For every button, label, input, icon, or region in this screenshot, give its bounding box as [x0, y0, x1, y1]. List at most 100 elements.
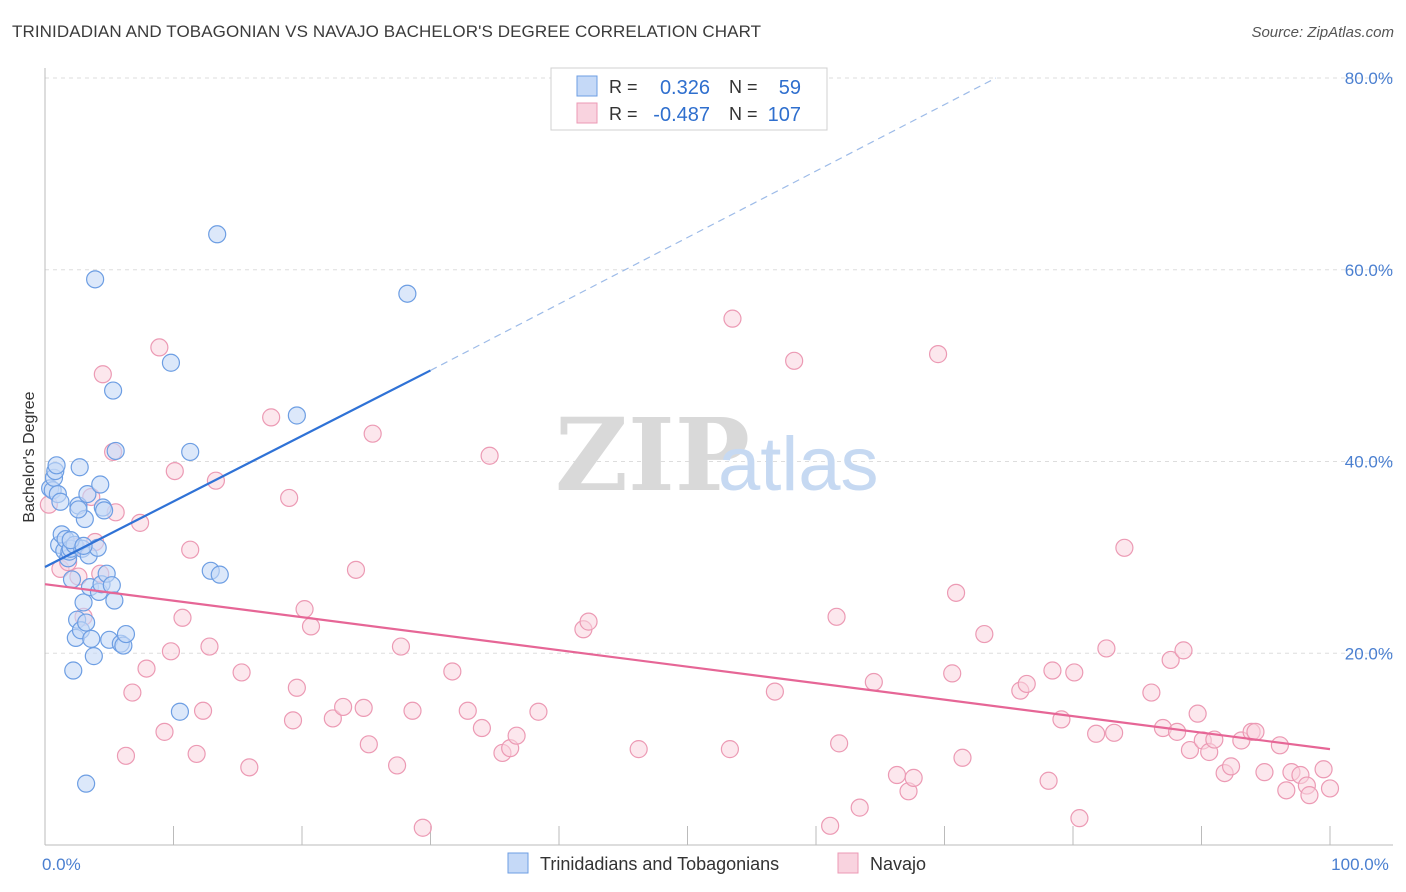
trinidadian-point: [62, 570, 82, 589]
navajo-point: [765, 682, 784, 701]
navajo-point: [507, 726, 526, 745]
navajo-point: [413, 818, 432, 837]
trinidadian-point: [181, 442, 200, 462]
navajo-point: [1314, 760, 1333, 779]
trinidadian-point: [91, 475, 110, 494]
x-tick-label: 100.0%: [1331, 855, 1389, 874]
navajo-point: [827, 607, 846, 626]
trinidadian-point: [116, 624, 136, 644]
navajo-point: [359, 735, 378, 754]
navajo-point: [130, 513, 150, 532]
trinidadian-point: [77, 613, 96, 632]
navajo-point: [1087, 724, 1106, 743]
navajo-point: [200, 637, 219, 656]
navajo-point: [295, 600, 314, 619]
navajo-point: [975, 624, 994, 644]
bottom-legend-swatch-blue: [507, 852, 529, 874]
navajo-point: [1221, 757, 1241, 776]
bottom-legend-label-pink: Navajo: [870, 854, 926, 874]
navajo-point: [232, 663, 251, 682]
trinidadian-trend-line: [44, 369, 431, 568]
navajo-point: [946, 583, 966, 602]
navajo-point: [785, 351, 804, 370]
navajo-point: [181, 540, 200, 559]
legend-swatch-blue: [576, 75, 598, 97]
navajo-point: [93, 365, 112, 384]
series-legend: Trinidadians and Tobagonians Navajo: [507, 852, 926, 874]
navajo-point: [1300, 786, 1319, 805]
navajo-point: [354, 698, 373, 717]
navajo-point: [165, 461, 184, 481]
trinidadian-point: [287, 406, 306, 425]
navajo-point: [1277, 781, 1296, 800]
watermark-atlas: atlas: [718, 422, 879, 507]
navajo-point: [346, 560, 366, 579]
trinidadian-point: [95, 501, 114, 520]
navajo-point: [123, 683, 142, 702]
trinidadian-point: [74, 536, 93, 555]
navajo-trend-line: [44, 583, 1331, 751]
trinidadian-trend-extension: [430, 77, 997, 371]
legend-n-value-2: 107: [768, 104, 801, 126]
trinidadian-point: [84, 647, 103, 666]
trinidadian-point: [77, 774, 96, 793]
navajo-point: [193, 701, 213, 720]
navajo-point: [155, 722, 174, 741]
navajo-point: [629, 740, 648, 759]
trinidadian-points: [41, 225, 417, 793]
navajo-point: [1161, 650, 1180, 670]
navajo-point: [1270, 736, 1289, 755]
navajo-point: [391, 637, 411, 656]
y-tick-label: 60.0%: [1345, 261, 1393, 280]
navajo-point: [943, 664, 962, 683]
grid-lines: [45, 77, 1393, 654]
trinidadian-point: [51, 492, 70, 511]
trinidadian-point: [47, 456, 66, 475]
navajo-point: [1097, 639, 1116, 658]
navajo-point: [403, 701, 422, 720]
legend-r-value-2: -0.487: [653, 104, 710, 126]
navajo-point: [1142, 683, 1161, 702]
navajo-point: [480, 446, 499, 465]
trinidadian-point: [86, 270, 105, 289]
navajo-point: [1255, 763, 1274, 782]
navajo-point: [723, 309, 742, 328]
source-label: Source: ZipAtlas.com: [1251, 24, 1394, 41]
trinidadian-point: [64, 661, 83, 680]
navajo-point: [280, 488, 299, 508]
navajo-point: [334, 697, 353, 717]
navajo-point: [1167, 722, 1187, 741]
legend-r-value-1: 0.326: [660, 77, 710, 99]
navajo-point: [1043, 661, 1062, 680]
navajo-point: [173, 608, 192, 627]
navajo-point: [928, 345, 948, 364]
trinidadian-point: [106, 441, 125, 461]
navajo-point: [262, 408, 281, 427]
legend-r-label-1: R =: [609, 77, 638, 97]
navajo-point: [161, 642, 181, 661]
navajo-point: [283, 711, 303, 730]
trend-lines: [44, 77, 1331, 751]
navajo-point: [579, 612, 598, 631]
tick-labels: 20.0% 40.0% 60.0% 80.0% 0.0% 100.0%: [42, 69, 1393, 874]
navajo-point: [443, 662, 462, 681]
navajo-point: [887, 765, 907, 785]
trinidadian-point: [69, 500, 88, 519]
navajo-points: [39, 309, 1340, 837]
y-tick-label: 20.0%: [1345, 644, 1393, 663]
legend-n-label-2: N =: [729, 104, 758, 124]
trinidadian-point: [398, 284, 417, 303]
navajo-point: [240, 758, 259, 777]
navajo-point: [387, 756, 407, 775]
navajo-point: [150, 338, 169, 357]
navajo-point: [821, 816, 840, 835]
navajo-point: [472, 718, 491, 738]
navajo-point: [363, 424, 382, 443]
navajo-point: [1188, 704, 1207, 723]
bottom-legend-swatch-pink: [837, 852, 859, 874]
navajo-point: [1174, 641, 1193, 660]
trinidadian-point: [70, 458, 89, 477]
navajo-point: [1180, 740, 1200, 760]
trinidadian-point: [208, 225, 227, 244]
